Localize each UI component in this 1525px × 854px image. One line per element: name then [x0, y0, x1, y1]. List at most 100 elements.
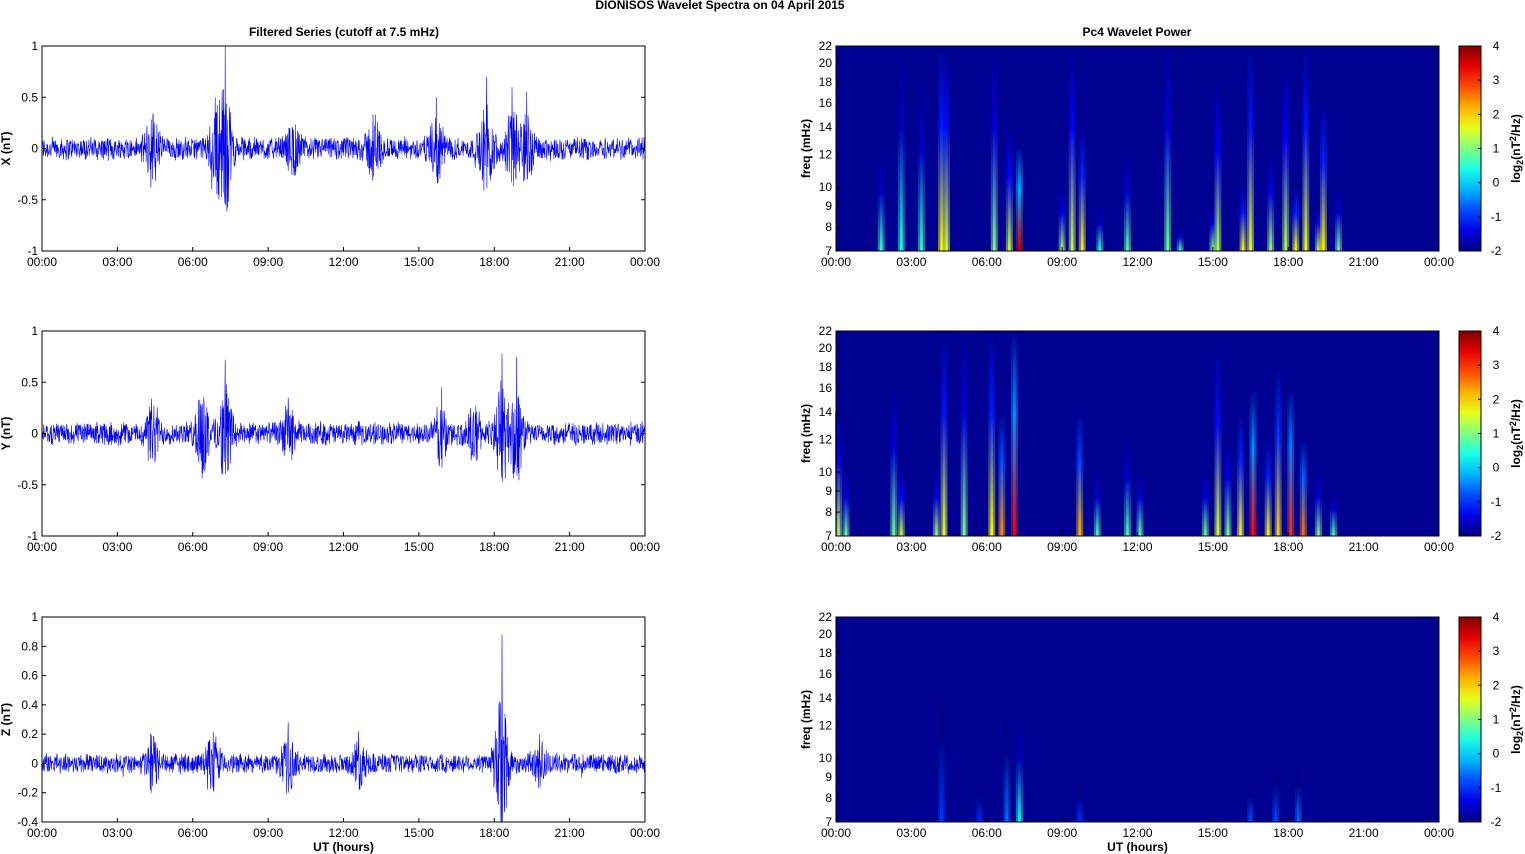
y-tick-label: 0.5 [21, 90, 38, 104]
wavelet-streak [1096, 472, 1099, 536]
y-tick-label: 14 [819, 120, 833, 134]
y-tick-label: 10 [819, 465, 833, 479]
x-tick-label-left-0: 00:00 [27, 255, 57, 269]
colorbar-tick-label: -1 [1491, 781, 1502, 795]
colorbar-tick-label: 0 [1493, 461, 1500, 475]
figure-title: DIONISOS Wavelet Spectra on 04 April 201… [595, 0, 845, 12]
wavelet-streak [900, 46, 903, 251]
wavelet-streak [940, 46, 943, 251]
x-tick-label-left-2: 00:00 [630, 826, 660, 840]
colorbar-tick-label: 2 [1493, 107, 1500, 121]
x-tick-label-right-2: 03:00 [896, 826, 926, 840]
x-tick-label-left-1: 09:00 [253, 540, 283, 554]
wavelet-streak [837, 411, 840, 536]
x-tick-label-left-2: 21:00 [555, 826, 585, 840]
y-tick-label: -0.2 [17, 786, 38, 800]
colorbar-tick-label: 4 [1493, 324, 1500, 338]
heatmap-background [836, 617, 1439, 822]
colorbar [1458, 45, 1482, 252]
wavelet-streak [1060, 187, 1064, 251]
wavelet-streak [1216, 81, 1220, 251]
time-series-panel-0: -1 -0.5 0 0.5 1 X (nT) [0, 39, 646, 258]
x-tick-label-right-0: 03:00 [896, 255, 926, 269]
x-tick-label-left-2: 06:00 [178, 826, 208, 840]
y-tick-label: 8 [825, 505, 832, 519]
colorbar-label-part: (nT [1509, 141, 1523, 160]
wavelet-streak [1317, 472, 1320, 536]
y-tick-label: 9 [825, 199, 832, 213]
x-tick-label-right-2: 09:00 [1047, 826, 1077, 840]
wavelet-streak [1005, 697, 1009, 822]
x-tick-label-right-0: 00:00 [1424, 255, 1454, 269]
colorbar-tick-label: -2 [1491, 529, 1502, 543]
wavelet-streak [992, 46, 996, 251]
wavelet-streak [1302, 439, 1305, 536]
x-tick-label-left-2: 18:00 [479, 826, 509, 840]
series-line [41, 634, 646, 823]
x-tick-label-left-1: 21:00 [555, 540, 585, 554]
wavelet-streak [1294, 187, 1298, 251]
y-tick-label: 0 [31, 142, 38, 156]
y-tick-label: 8 [825, 791, 832, 805]
left-column-title: Filtered Series (cutoff at 7.5 mHz) [249, 25, 439, 39]
wavelet-streak [1070, 46, 1074, 251]
y-tick-label: 12 [819, 433, 833, 447]
x-tick-label-right-2: 18:00 [1273, 826, 1303, 840]
y-tick-label: 9 [825, 770, 832, 784]
colorbar-label-part: /Hz) [1509, 114, 1523, 136]
y-tick-label: 7 [825, 244, 832, 258]
wavelet-streak [1018, 147, 1021, 251]
wavelet-streak [1266, 439, 1270, 536]
x-tick-label-right-1: 03:00 [896, 540, 926, 554]
x-tick-label-right-0: 06:00 [972, 255, 1002, 269]
colorbar-label-part: (nT [1509, 426, 1523, 445]
wavelet-streak [1274, 758, 1277, 822]
colorbar-label: log2(nT2/Hz) [1508, 399, 1525, 468]
wavelet-streak [1241, 187, 1245, 251]
x-tick-label-right-2: 21:00 [1349, 826, 1379, 840]
colorbar-label-part: log [1509, 450, 1523, 468]
x-tick-label-left-2: 00:00 [27, 826, 57, 840]
y-tick-label: 18 [819, 646, 833, 660]
y-tick-label: 1 [31, 324, 38, 338]
y-tick-label: 18 [819, 360, 833, 374]
x-tick-label-left-0: 18:00 [479, 255, 509, 269]
colorbar-tick-label: 3 [1493, 73, 1500, 87]
y-tick-label: 0.2 [21, 727, 38, 741]
x-tick-label-left-1: 18:00 [479, 540, 509, 554]
y-tick-label: 20 [819, 341, 833, 355]
wavelet-streak [1297, 758, 1300, 822]
colorbar-tick-label: 0 [1493, 747, 1500, 761]
wavelet-streak [1078, 777, 1082, 822]
wavelet-streak [1080, 126, 1084, 251]
y-tick-label: 14 [819, 691, 833, 705]
colorbar-label-part: 2 [1508, 421, 1518, 426]
y-axis-label: freq (mHz) [799, 690, 813, 749]
wavelet-streak [1304, 46, 1308, 251]
colorbar [1458, 616, 1482, 823]
colorbar-tick-label: -1 [1491, 210, 1502, 224]
colorbar-label-part: 2 [1515, 731, 1525, 736]
colorbar-label-part: 2 [1508, 707, 1518, 712]
x-tick-label-right-0: 21:00 [1349, 255, 1379, 269]
x-tick-label-right-1: 09:00 [1047, 540, 1077, 554]
wavelet-streak [1322, 103, 1325, 251]
x-tick-label-left-0: 00:00 [630, 255, 660, 269]
colorbar-tick-label: 2 [1493, 392, 1500, 406]
x-tick-label-right-1: 15:00 [1198, 540, 1228, 554]
wavelet-streak [879, 154, 883, 251]
x-tick-label-left-0: 03:00 [102, 255, 132, 269]
wavelet-streak [977, 777, 981, 822]
wavelet-streak [935, 472, 938, 536]
colorbar-tick-label: -1 [1491, 495, 1502, 509]
y-tick-label: 12 [819, 719, 833, 733]
y-tick-label: 18 [819, 75, 833, 89]
x-tick-label-left-2: 09:00 [253, 826, 283, 840]
time-series-panel-1: -1 -0.5 0 0.5 1 Y (nT) [0, 324, 646, 543]
y-tick-label: 9 [825, 484, 832, 498]
x-tick-label-left-0: 12:00 [328, 255, 358, 269]
